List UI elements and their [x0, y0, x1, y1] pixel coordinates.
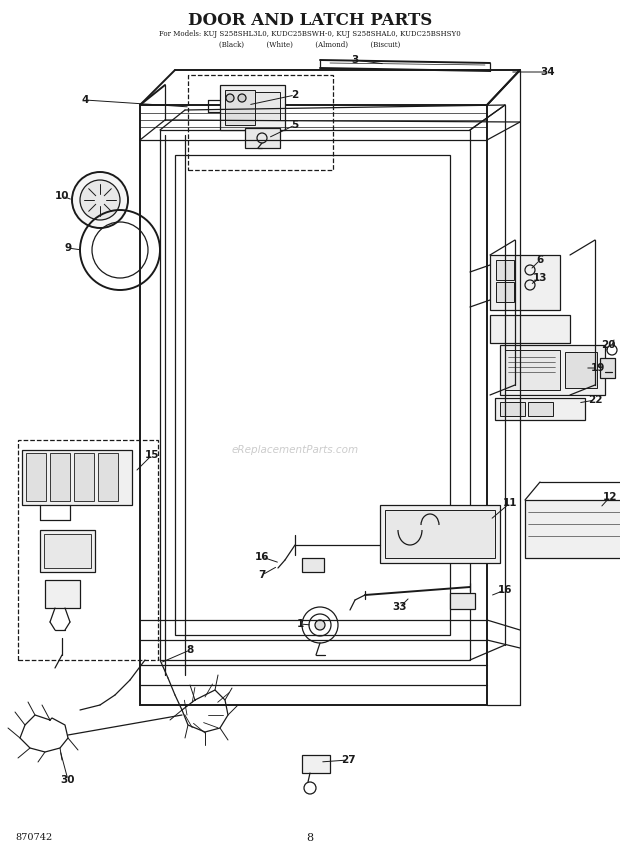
Circle shape: [80, 180, 120, 220]
Bar: [44, 534, 91, 568]
Bar: [600, 358, 615, 378]
Text: 11: 11: [503, 498, 517, 508]
Bar: [225, 90, 255, 125]
Text: 30: 30: [61, 775, 75, 785]
Text: 5: 5: [291, 120, 299, 130]
Text: 19: 19: [591, 363, 605, 373]
Bar: [255, 92, 280, 120]
Circle shape: [72, 172, 128, 228]
Bar: [220, 85, 285, 130]
Bar: [450, 593, 475, 609]
Bar: [74, 453, 94, 501]
Text: DOOR AND LATCH PARTS: DOOR AND LATCH PARTS: [188, 11, 432, 28]
Bar: [490, 315, 570, 343]
Bar: [496, 260, 514, 280]
Text: 4: 4: [81, 95, 89, 105]
Text: 10: 10: [55, 191, 69, 201]
Circle shape: [226, 94, 234, 102]
Bar: [496, 282, 514, 302]
Bar: [495, 398, 585, 420]
Bar: [245, 128, 280, 148]
Bar: [45, 580, 80, 608]
Bar: [500, 402, 525, 416]
Bar: [160, 130, 470, 660]
Circle shape: [238, 94, 246, 102]
Bar: [385, 510, 495, 558]
Text: 6: 6: [536, 255, 544, 265]
Bar: [490, 255, 560, 310]
Bar: [565, 352, 597, 388]
Bar: [188, 75, 333, 170]
Text: 2: 2: [291, 90, 299, 100]
Text: 12: 12: [603, 492, 618, 502]
Text: For Models: KUJ S258SHL3L0, KUDC25BSWH-0, KUJ S258SHAL0, KUDC25BSHSY0: For Models: KUJ S258SHL3L0, KUDC25BSWH-0…: [159, 30, 461, 38]
Text: 22: 22: [588, 395, 602, 405]
Text: 8: 8: [187, 645, 193, 655]
Text: 1: 1: [296, 619, 304, 629]
Text: 16: 16: [498, 585, 512, 595]
Bar: [18, 440, 158, 660]
Text: 13: 13: [533, 273, 547, 283]
Bar: [525, 500, 620, 558]
Circle shape: [315, 620, 325, 630]
Bar: [302, 755, 330, 773]
Text: 27: 27: [340, 755, 355, 765]
Bar: [500, 345, 605, 395]
Bar: [26, 453, 46, 501]
Text: 34: 34: [541, 67, 556, 77]
Bar: [98, 453, 118, 501]
Bar: [380, 505, 500, 563]
Text: 16: 16: [255, 552, 269, 562]
Text: (Black)          (White)          (Almond)          (Biscuit): (Black) (White) (Almond) (Biscuit): [219, 41, 401, 49]
Text: 7: 7: [259, 570, 266, 580]
Text: 20: 20: [601, 340, 615, 350]
Text: 3: 3: [352, 55, 358, 65]
Text: 9: 9: [64, 243, 71, 253]
Text: 870742: 870742: [15, 834, 52, 842]
Bar: [50, 453, 70, 501]
Text: 33: 33: [392, 602, 407, 612]
Bar: [175, 155, 450, 635]
Text: 15: 15: [144, 450, 159, 460]
Bar: [40, 530, 95, 572]
Text: eReplacementParts.com: eReplacementParts.com: [231, 445, 358, 455]
Text: 8: 8: [306, 833, 314, 843]
Bar: [302, 558, 324, 572]
Bar: [22, 450, 132, 505]
Bar: [505, 350, 560, 390]
Bar: [528, 402, 553, 416]
Bar: [140, 105, 487, 705]
